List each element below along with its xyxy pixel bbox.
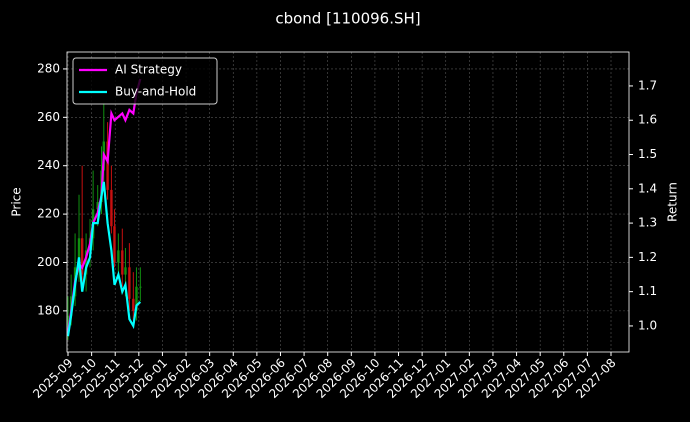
candle-body — [121, 250, 124, 275]
chart-title: cbond [110096.SH] — [275, 10, 420, 28]
y2-tick-label: 1.7 — [638, 78, 657, 92]
candle-body — [84, 250, 88, 275]
y-tick-label: 260 — [37, 110, 60, 124]
y2-tick-label: 1.3 — [638, 216, 657, 230]
candle-body — [80, 238, 84, 275]
candle-body — [77, 238, 81, 268]
candle-body — [110, 189, 113, 227]
y2-tick-label: 1.1 — [638, 284, 657, 298]
y2-tick-label: 1.2 — [638, 250, 657, 264]
y-tick-label: 180 — [37, 303, 60, 317]
series-line — [66, 181, 142, 337]
candle-body — [66, 315, 70, 331]
candle-body — [113, 226, 116, 263]
candle-body — [132, 298, 135, 311]
legend: AI Strategy Buy-and-Hold — [72, 57, 218, 105]
y2-tick-label: 1.0 — [638, 318, 657, 332]
legend-box — [72, 57, 218, 105]
candle-body — [128, 267, 131, 299]
y2-tick-label: 1.4 — [638, 181, 657, 195]
plot-frame — [66, 51, 630, 353]
candle-body — [124, 267, 127, 275]
legend-label: AI Strategy — [115, 63, 182, 77]
y-tick-label: 240 — [37, 158, 60, 172]
y-tick-label: 280 — [37, 61, 60, 75]
y-tick-label: 200 — [37, 255, 60, 269]
y-axis-label: Price — [10, 187, 24, 216]
candle-body — [96, 202, 99, 210]
y2-axis-label: Return — [666, 182, 680, 222]
candle-body — [106, 141, 109, 190]
y2-tick-label: 1.5 — [638, 147, 657, 161]
candle-body — [139, 286, 142, 288]
candle-body — [117, 250, 120, 263]
legend-label: Buy-and-Hold — [115, 85, 196, 99]
y-tick-label: 220 — [37, 207, 60, 221]
y2-tick-label: 1.6 — [638, 113, 657, 127]
candle-body — [135, 286, 138, 311]
